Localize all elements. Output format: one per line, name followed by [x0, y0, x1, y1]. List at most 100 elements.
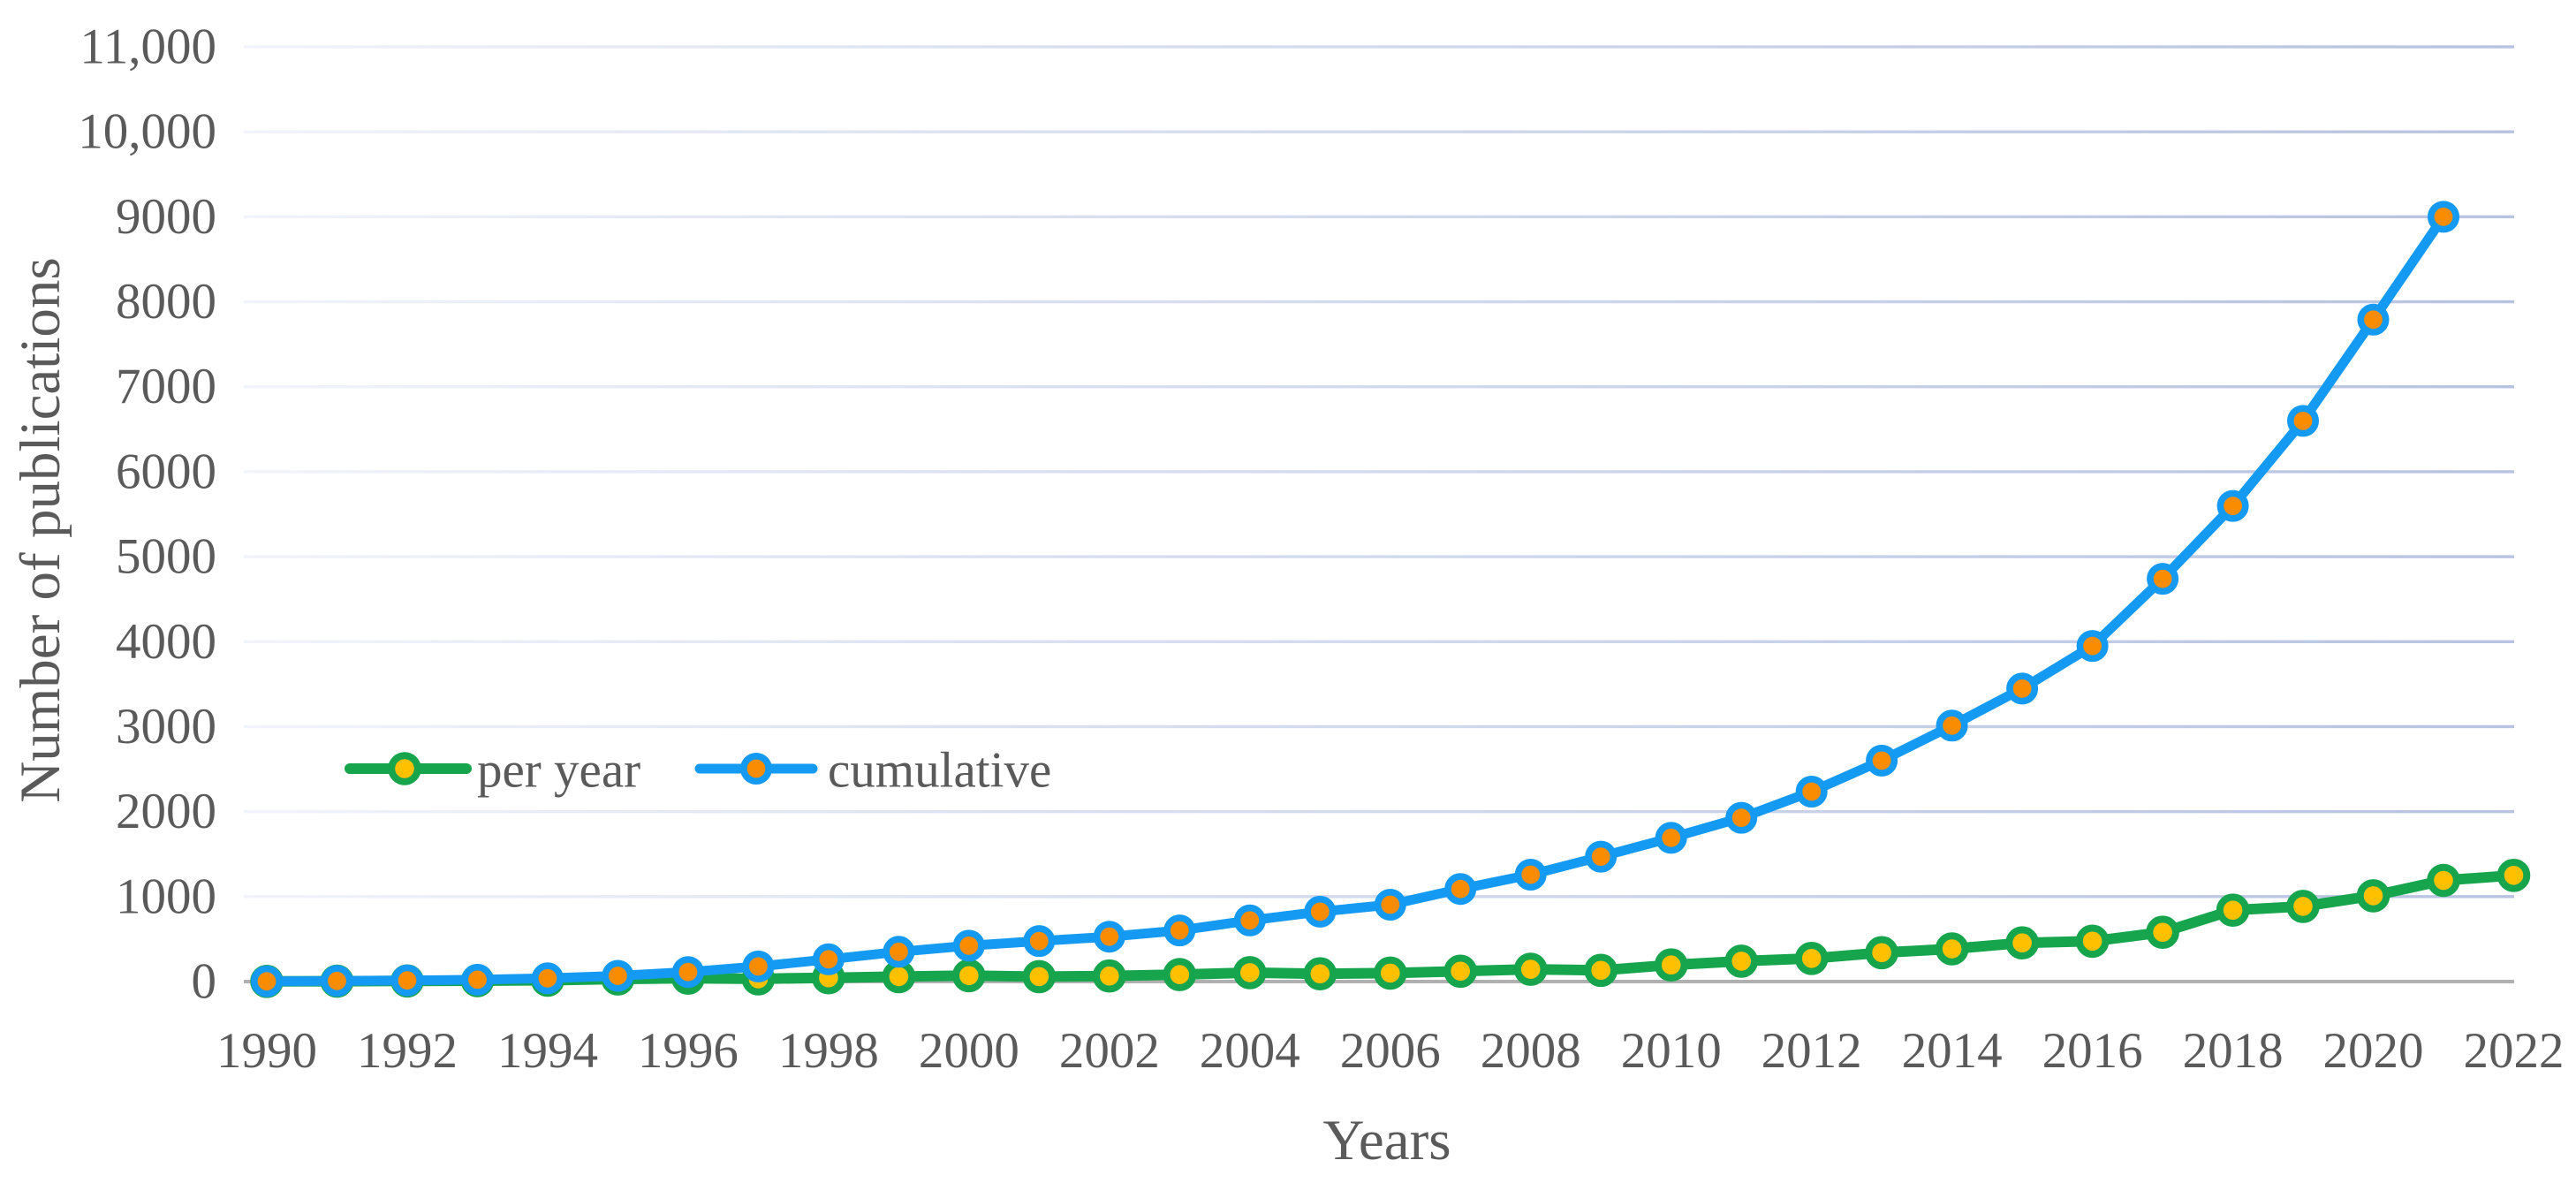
gridline [244, 555, 2514, 558]
cumulative-point [952, 929, 985, 962]
cumulative-point [2006, 672, 2039, 705]
gridline [244, 809, 2514, 814]
cumulative-point [1444, 873, 1477, 906]
x-tick-label: 2010 [1621, 1023, 1722, 1079]
per-year-point [1724, 944, 1758, 978]
per-year-point [1374, 956, 1407, 990]
gridline [244, 45, 2514, 49]
y-axis-title: Number of publications [9, 257, 72, 802]
gridlines [244, 45, 2514, 983]
y-tick-label: 3000 [116, 699, 216, 755]
x-tick-label: 2022 [2464, 1023, 2565, 1079]
gridline [244, 385, 2514, 389]
per-year-point [1654, 948, 1688, 982]
x-tick-label: 1996 [638, 1023, 739, 1079]
cumulative-point [461, 963, 494, 996]
per-year-point [1865, 936, 1898, 970]
y-tick-label: 2000 [116, 784, 216, 839]
x-tick-label: 2016 [2042, 1023, 2143, 1079]
cumulative-point [1023, 925, 1056, 958]
x-axis-title: Years [1322, 1109, 1451, 1172]
x-tick-label: 1992 [357, 1023, 458, 1079]
cumulative-point [1866, 744, 1898, 777]
y-tick-label: 4000 [116, 614, 216, 670]
per-year-point [2496, 859, 2531, 892]
cumulative-point [671, 956, 704, 989]
y-tick-label: 5000 [116, 529, 216, 585]
per-year-point [1935, 932, 1969, 966]
cumulative-point [1374, 888, 1406, 921]
per-year-point [2005, 926, 2039, 959]
legend-label-cumulative: cumulative [828, 743, 1051, 799]
x-axis-tick-labels: 1990 1992 1994 1996 1998 2000 2002 2004 2006 2008… [216, 1023, 2565, 1079]
x-tick-label: 2006 [1340, 1023, 1441, 1079]
cumulative-point [883, 936, 915, 968]
gridline [244, 640, 2514, 643]
per-year-point [1163, 958, 1197, 991]
cumulative-point [2147, 563, 2179, 595]
cumulative-point [1795, 775, 1828, 808]
cumulative-point [742, 950, 775, 982]
y-tick-label: 8000 [116, 274, 216, 330]
x-tick-label: 2002 [1059, 1023, 1160, 1079]
per-year-point [1443, 954, 1477, 989]
y-tick-label: 1000 [116, 868, 216, 924]
cumulative-point [602, 959, 634, 992]
x-tick-label: 2020 [2323, 1023, 2424, 1079]
cumulative-point [531, 962, 564, 995]
x-tick-label: 2014 [1902, 1023, 2003, 1079]
gridline [244, 215, 2514, 219]
gridline [244, 724, 2514, 729]
x-tick-label: 2000 [919, 1023, 1019, 1079]
cumulative-line [261, 211, 2449, 987]
legend: per year cumulative [345, 743, 1051, 799]
y-tick-label: 6000 [116, 444, 216, 499]
gridline [244, 470, 2514, 474]
y-axis-tick-labels: 0 1000 2000 3000 4000 5000 6000 7000 8000 9000 10,… [78, 19, 216, 1010]
series-cumulative [250, 201, 2460, 997]
cumulative-point [1304, 895, 1337, 928]
x-tick-label: 2004 [1200, 1023, 1300, 1079]
per-year-point [1584, 953, 1618, 988]
cumulative-point [1233, 904, 1266, 937]
cumulative-point [2428, 201, 2460, 233]
per-year-point [2427, 863, 2460, 898]
cumulative-point [390, 964, 423, 997]
per-year-point [1093, 959, 1126, 993]
cumulative-point [1936, 709, 1968, 742]
cumulative-point [1585, 840, 1618, 873]
cumulative-point [1725, 801, 1758, 834]
cumulative-point [1514, 858, 1547, 891]
per-year-point [1233, 956, 1267, 990]
cumulative-point [2287, 405, 2320, 437]
per-year-point [1022, 959, 1057, 994]
per-year-point [1513, 952, 1548, 986]
x-tick-label: 1998 [778, 1023, 879, 1079]
per-year-point [2286, 890, 2320, 923]
x-tick-label: 1990 [216, 1023, 317, 1079]
per-year-point [1794, 942, 1829, 975]
y-tick-label: 7000 [116, 359, 216, 414]
y-tick-label: 11,000 [80, 19, 216, 75]
legend-marker-per-year-icon [388, 752, 421, 785]
gridline [244, 130, 2514, 133]
per-year-point [2146, 915, 2179, 949]
cumulative-point [2357, 303, 2390, 336]
x-tick-label: 2018 [2183, 1023, 2284, 1079]
cumulative-point [2216, 489, 2249, 522]
gridline [244, 300, 2514, 304]
per-year-point [1303, 957, 1337, 990]
per-year-point [2356, 879, 2390, 913]
cumulative-point [250, 965, 283, 997]
cumulative-point [1093, 921, 1125, 953]
cumulative-point [321, 965, 353, 997]
y-tick-label: 9000 [116, 189, 216, 245]
per-year-point [2075, 924, 2110, 959]
x-tick-label: 2008 [1481, 1023, 1581, 1079]
legend-marker-cumulative-icon [739, 752, 772, 785]
x-tick-label: 1994 [497, 1023, 598, 1079]
y-tick-label: 10,000 [78, 104, 216, 160]
x-tick-label: 2012 [1762, 1023, 1862, 1079]
